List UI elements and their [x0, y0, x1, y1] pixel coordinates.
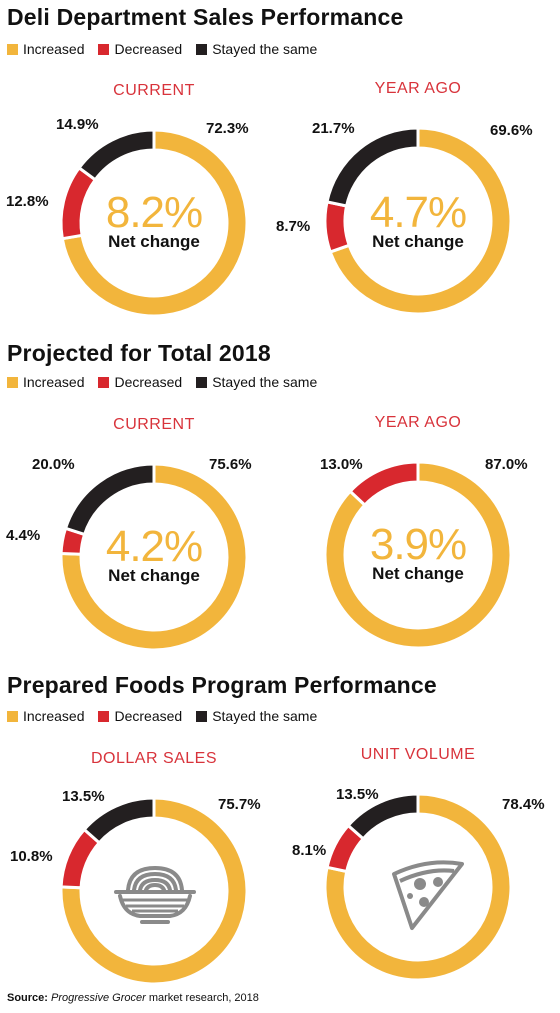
donut-slice-stayed-the-same	[82, 796, 156, 845]
donut-chart-dollar-sales: DOLLAR SALES 75.7% 13.5% 10.8%	[10, 746, 294, 996]
donut-slice-stayed-the-same	[63, 462, 156, 537]
net-change-value: 3.9%	[369, 520, 467, 569]
donut-slice-increased	[323, 460, 513, 650]
section-title-projected: Projected for Total 2018	[7, 340, 271, 366]
chart-title: YEAR AGO	[374, 80, 462, 97]
legend-label-increased: Increased	[23, 374, 85, 390]
donut-svg	[323, 792, 513, 982]
pizza-slice-icon	[392, 860, 464, 930]
net-change-label: Net change	[372, 564, 464, 583]
net-change-value: 4.7%	[369, 188, 467, 237]
donut-slice-increased	[328, 126, 513, 316]
donut-slice-stayed-the-same	[325, 126, 420, 208]
legend-label-same: Stayed the same	[212, 708, 318, 724]
legend-swatch-decreased	[98, 43, 110, 55]
legend-label-decreased: Decreased	[114, 708, 183, 724]
chart-title: YEAR AGO	[374, 414, 462, 431]
label-decreased: 4.4%	[6, 527, 41, 544]
net-change-label: Net change	[372, 232, 464, 251]
label-decreased: 8.7%	[276, 218, 311, 235]
donut-chart-deli-current: CURRENT 8.2% Net change 72.3% 14.9% 12.8…	[6, 78, 294, 328]
legend-label-same: Stayed the same	[212, 41, 318, 57]
donut-slice-increased	[60, 128, 249, 318]
donut-svg	[59, 462, 249, 652]
donut-slice-increased	[59, 796, 249, 986]
label-increased: 87.0%	[485, 456, 528, 473]
donut-chart-projected-year-ago: YEAR AGO 3.9% Net change 87.0% 13.0%	[278, 410, 558, 660]
legend-swatch-increased	[7, 710, 18, 722]
label-increased: 78.4%	[502, 796, 545, 813]
source-note: Source: Progressive Grocer market resear…	[7, 992, 259, 1004]
legend-label-increased: Increased	[23, 41, 85, 57]
section-title-prepared-foods: Prepared Foods Program Performance	[7, 672, 437, 698]
legend-label-decreased: Decreased	[114, 374, 183, 390]
donut-slice-increased	[323, 792, 513, 982]
label-decreased: 8.1%	[292, 842, 327, 859]
source-rest: market research, 2018	[145, 992, 259, 1004]
label-same: 21.7%	[312, 120, 355, 137]
label-increased: 75.7%	[218, 796, 261, 813]
legend-swatch-increased	[7, 376, 18, 388]
legend-swatch-decreased	[98, 376, 110, 388]
label-decreased: 13.0%	[320, 456, 363, 473]
donut-chart-unit-volume: UNIT VOLUME 78.4% 13.5% 8.1%	[278, 742, 558, 992]
legend-label-same: Stayed the same	[212, 374, 318, 390]
net-change-label: Net change	[108, 566, 200, 585]
legend-swatch-same	[196, 376, 208, 388]
donut-svg	[59, 796, 249, 986]
chart-title: DOLLAR SALES	[90, 750, 218, 767]
donut-svg	[59, 128, 249, 318]
chart-title: UNIT VOLUME	[360, 746, 476, 763]
source-label: Source:	[7, 992, 48, 1004]
donut-slice-increased	[59, 462, 249, 652]
label-same: 14.9%	[56, 116, 99, 133]
donut-slice-stayed-the-same	[346, 792, 420, 841]
label-increased: 72.3%	[206, 120, 249, 137]
section-title-deli: Deli Department Sales Performance	[7, 4, 404, 30]
label-increased: 75.6%	[209, 456, 252, 473]
label-same: 20.0%	[32, 456, 75, 473]
donut-svg	[323, 460, 513, 650]
legend-swatch-increased	[7, 43, 18, 55]
label-same: 13.5%	[62, 788, 105, 805]
legend-label-decreased: Decreased	[114, 41, 183, 57]
label-decreased: 12.8%	[6, 193, 49, 210]
net-change-value: 4.2%	[105, 522, 203, 571]
legend-swatch-same	[196, 710, 208, 722]
legend: Increased Decreased Stayed the same	[7, 374, 331, 390]
donut-slice-stayed-the-same	[77, 128, 156, 182]
noodle-bowl-icon	[114, 865, 196, 924]
legend-swatch-decreased	[98, 710, 110, 722]
donut-chart-deli-year-ago: YEAR AGO 4.7% Net change 69.6% 21.7% 8.7…	[276, 76, 558, 326]
chart-title: CURRENT	[113, 416, 195, 433]
legend-label-increased: Increased	[23, 708, 85, 724]
source-publication: Progressive Grocer	[51, 992, 146, 1004]
legend: Increased Decreased Stayed the same	[7, 708, 331, 724]
legend: Increased Decreased Stayed the same	[7, 41, 331, 57]
net-change-label: Net change	[108, 232, 200, 251]
label-same: 13.5%	[336, 786, 379, 803]
donut-svg	[323, 126, 513, 316]
chart-title: CURRENT	[113, 82, 195, 99]
legend-swatch-same	[196, 43, 208, 55]
net-change-value: 8.2%	[105, 188, 203, 237]
donut-chart-projected-current: CURRENT 4.2% Net change 75.6% 20.0% 4.4%	[6, 412, 294, 662]
donut-slice-decreased	[348, 460, 420, 508]
label-increased: 69.6%	[490, 122, 533, 139]
label-decreased: 10.8%	[10, 848, 53, 865]
